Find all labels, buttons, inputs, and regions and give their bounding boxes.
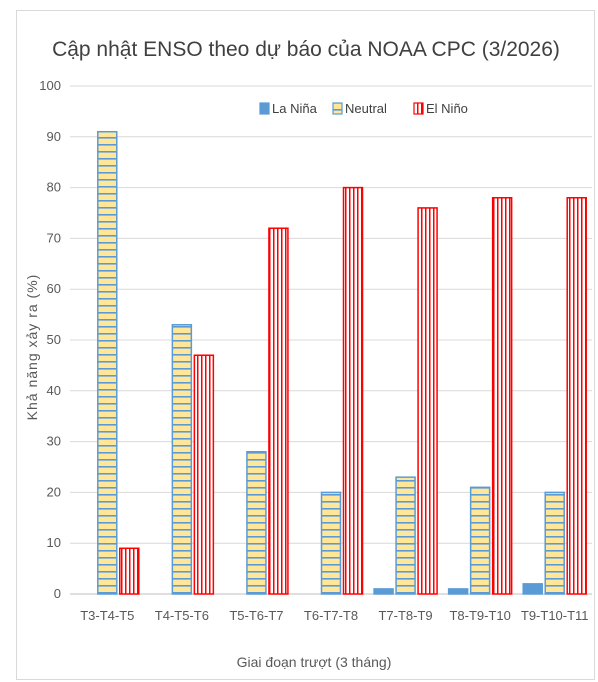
y-tick-label: 90	[47, 129, 61, 144]
gridlines	[70, 85, 592, 595]
bar-neutral	[395, 476, 416, 595]
legend-swatch	[413, 102, 424, 115]
enso-chart: Cập nhật ENSO theo dự báo của NOAA CPC (…	[24, 38, 592, 670]
bar-neutral	[320, 491, 342, 595]
x-tick-label: T4-T5-T6	[155, 608, 209, 623]
x-tick-labels: T3-T4-T5 T4-T5-T6 T5-T6-T7 T6-T7-T8 T7-T8-T9…	[80, 608, 588, 623]
bar-el-ni-o	[342, 186, 364, 595]
y-tick-label: 40	[47, 383, 61, 398]
legend: La Niña Neutral El Niño	[259, 101, 468, 116]
bar-el-ni-o	[491, 197, 513, 595]
bar-el-ni-o	[119, 547, 140, 595]
x-tick-label: T5-T6-T7	[229, 608, 283, 623]
x-axis-label: Giai đoạn trượt (3 tháng)	[237, 654, 392, 670]
y-axis-label: Khả năng xảy ra (%)	[24, 274, 40, 421]
legend-swatch	[332, 102, 343, 115]
bar-neutral	[171, 324, 193, 595]
y-tick-labels: 0 10 20 30 40 50 60 70 80 90 100	[39, 78, 61, 601]
y-tick-label: 30	[47, 434, 61, 449]
y-tick-label: 0	[54, 586, 61, 601]
y-tick-label: 60	[47, 281, 61, 296]
y-tick-label: 100	[39, 78, 61, 93]
legend-swatch	[259, 102, 270, 115]
bar-la-ni-a	[522, 583, 543, 595]
bars	[97, 130, 587, 595]
legend-label: La Niña	[272, 101, 318, 116]
bar-neutral	[97, 130, 118, 595]
bar-el-ni-o	[268, 227, 289, 595]
y-tick-label: 50	[47, 332, 61, 347]
x-tick-label: T3-T4-T5	[80, 608, 134, 623]
bar-el-ni-o	[417, 207, 438, 595]
x-tick-label: T8-T9-T10	[449, 608, 510, 623]
bar-la-ni-a	[373, 588, 394, 595]
bar-el-ni-o	[566, 197, 587, 595]
y-tick-label: 20	[47, 484, 61, 499]
chart-title: Cập nhật ENSO theo dự báo của NOAA CPC (…	[52, 38, 560, 61]
x-tick-label: T7-T8-T9	[378, 608, 432, 623]
y-tick-label: 10	[47, 535, 61, 550]
bar-neutral	[544, 491, 565, 595]
bar-la-ni-a	[447, 588, 469, 595]
x-tick-label: T6-T7-T8	[304, 608, 358, 623]
legend-label: El Niño	[426, 101, 468, 116]
bar-el-ni-o	[193, 354, 215, 595]
bar-neutral	[246, 451, 267, 595]
x-tick-label: T9-T10-T11	[521, 608, 589, 623]
bar-neutral	[469, 486, 491, 595]
y-tick-label: 80	[47, 180, 61, 195]
legend-label: Neutral	[345, 101, 387, 116]
chart-frame: Cập nhật ENSO theo dự báo của NOAA CPC (…	[16, 10, 595, 680]
y-tick-label: 70	[47, 230, 61, 245]
